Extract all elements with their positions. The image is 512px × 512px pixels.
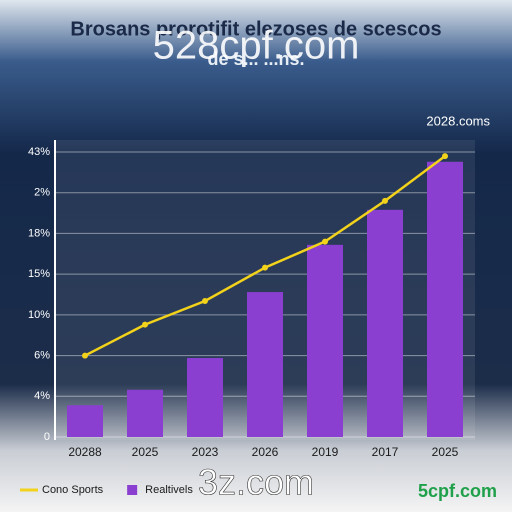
bar — [247, 292, 283, 437]
y-tick-label: 18% — [28, 227, 50, 239]
bar — [187, 358, 223, 437]
point — [322, 238, 328, 245]
bar — [127, 389, 163, 437]
watermark: 5cpf.com — [418, 481, 497, 501]
watermark: 3z.com — [198, 462, 314, 503]
x-tick-label: 2025 — [432, 445, 459, 459]
y-tick-label: 4% — [34, 390, 50, 402]
annotation: 2028.coms — [426, 113, 490, 128]
y-tick-label: 43% — [28, 146, 50, 158]
y-tick-label: 0 — [44, 431, 50, 443]
point — [142, 321, 148, 328]
chart-subtitle: de s... ...ns. — [207, 49, 304, 69]
x-tick-label: 2017 — [372, 445, 399, 459]
chart-title: Brosans prorotifit elezoses de scescos — [70, 18, 441, 40]
point — [262, 264, 268, 271]
point — [442, 153, 448, 160]
x-tick-label: 2019 — [312, 445, 339, 459]
x-tick-label: 20288 — [68, 445, 102, 459]
x-tick-label: 2026 — [252, 445, 279, 459]
bar — [67, 405, 103, 437]
point — [382, 197, 388, 204]
x-tick-label: 2025 — [132, 445, 159, 459]
y-tick-label: 15% — [28, 268, 50, 280]
legend-label: Realtivels — [145, 484, 193, 496]
bar — [307, 244, 343, 437]
point — [82, 352, 88, 359]
x-tick-label: 2023 — [192, 445, 219, 459]
y-tick-label: 2% — [34, 187, 50, 199]
point — [202, 298, 208, 305]
y-tick-label: 10% — [28, 309, 50, 321]
legend-marker — [127, 485, 138, 495]
watermark: 528cpf.com — [153, 24, 360, 68]
bar — [427, 161, 463, 437]
legend-label: Cono Sports — [42, 484, 104, 496]
bar — [367, 209, 403, 437]
y-tick-label: 6% — [34, 349, 50, 361]
